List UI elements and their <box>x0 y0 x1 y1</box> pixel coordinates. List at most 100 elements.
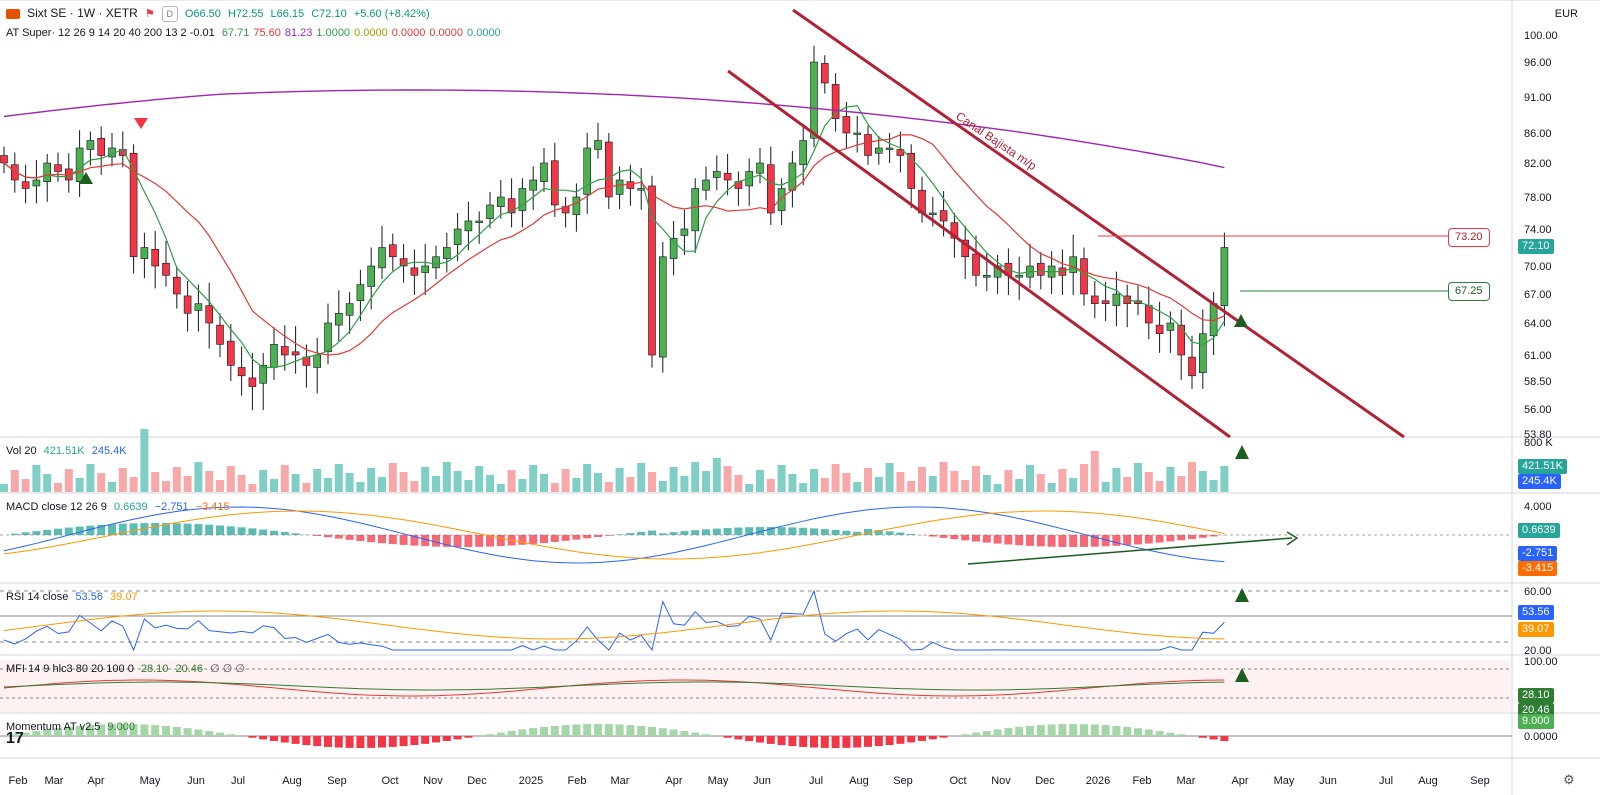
level-high-box[interactable]: 73.20 <box>1448 228 1490 247</box>
candle-body <box>712 171 721 178</box>
level-low-box[interactable]: 67.25 <box>1448 282 1490 301</box>
candle-body <box>507 198 516 214</box>
volume-bar <box>421 467 430 492</box>
macd-histogram-bar <box>496 535 505 547</box>
momentum-bar <box>248 736 257 738</box>
macd-histogram-bar <box>108 524 116 535</box>
indicator-value: 0.0000 <box>467 27 501 39</box>
volume-bar <box>540 474 548 492</box>
tradingview-logo[interactable]: 17 <box>6 730 24 747</box>
volume-header: Vol 20 421.51K 245.4K <box>6 444 131 458</box>
volume-bar <box>432 476 440 492</box>
macd-histogram-bar <box>367 535 376 543</box>
price-tick-label: 82.00 <box>1524 158 1552 170</box>
momentum-bar <box>583 724 592 736</box>
price-tick-label: 74.00 <box>1524 224 1552 236</box>
indicator-label[interactable]: AT Super· 12 26 9 14 20 40 200 13 2 -0.0… <box>6 27 215 39</box>
momentum-bar <box>669 729 678 736</box>
momentum-bar <box>594 724 602 736</box>
macd-histogram-bar <box>1004 535 1013 545</box>
macd-histogram-bar <box>702 529 710 535</box>
momentum-bar <box>756 736 764 743</box>
volume-bar <box>756 470 764 492</box>
volume-label[interactable]: Vol 20 <box>6 445 37 457</box>
momentum-bar <box>1058 724 1067 736</box>
volume-bar <box>842 473 851 492</box>
candle-body <box>540 162 548 183</box>
volume-bar <box>594 473 602 492</box>
candle-body <box>820 63 829 84</box>
macd-histogram-bar <box>399 535 408 545</box>
macd-histogram-bar <box>1058 535 1067 547</box>
candle-body <box>874 147 883 154</box>
candle-body <box>32 179 41 187</box>
momentum-bar <box>216 732 224 736</box>
macd-histogram-bar <box>324 535 332 538</box>
macd-histogram-bar <box>756 527 764 535</box>
candle-body <box>0 155 8 164</box>
candle-body <box>421 265 430 273</box>
d-label[interactable]: D <box>161 6 178 23</box>
candle-body <box>43 162 52 183</box>
rsi-axis-top: 60.00 <box>1524 586 1552 598</box>
macd-histogram-bar <box>162 523 170 535</box>
volume-bar <box>831 464 840 492</box>
momentum-bar <box>334 736 343 748</box>
volume-bar <box>248 484 257 492</box>
settings-gear-icon[interactable]: ⚙ <box>1563 772 1575 787</box>
volume-bar <box>907 481 916 492</box>
momentum-bar <box>1047 724 1056 736</box>
rsi-value-1: 53.56 <box>75 591 103 603</box>
ohlc-close: C72.10 <box>311 8 347 20</box>
volume-bar <box>399 472 408 492</box>
symbol-title[interactable]: Sixt SE · 1W · XETR <box>27 6 138 20</box>
candle-body <box>205 305 213 324</box>
volume-bar <box>637 463 646 492</box>
macd-trendline-arrow <box>1286 531 1299 546</box>
macd-histogram-bar <box>1155 535 1164 543</box>
macd-histogram-bar <box>216 525 224 535</box>
volume-bar <box>507 470 516 492</box>
candle-body <box>842 116 851 134</box>
macd-label[interactable]: MACD close 12 26 9 <box>6 501 107 513</box>
volume-bar <box>1209 480 1218 492</box>
candle-body <box>658 256 667 358</box>
momentum-bar <box>1144 729 1153 736</box>
flag-icon[interactable]: ⚑ <box>144 8 155 20</box>
price-tick-label: 61.00 <box>1524 350 1552 362</box>
indicator-value: 0.0000 <box>391 27 426 39</box>
indicator-value: 67.71 <box>221 27 250 39</box>
macd-histogram-bar <box>1069 535 1078 547</box>
volume-bar <box>0 484 8 492</box>
momentum-bar <box>399 736 408 747</box>
momentum-bar <box>1155 731 1164 736</box>
momentum-bar <box>907 736 916 743</box>
candle-body <box>702 179 710 191</box>
volume-bar <box>1036 474 1045 492</box>
time-axis-label: Aug <box>849 775 869 787</box>
mfi-label[interactable]: MFI 14 9 hlc3 80 20 100 0 <box>6 663 134 675</box>
time-axis-label: May <box>140 775 161 787</box>
volume-bar <box>1220 466 1229 492</box>
rsi-label[interactable]: RSI 14 close <box>6 591 69 603</box>
momentum-bar <box>280 736 289 743</box>
volume-bar <box>583 464 592 492</box>
momentum-label[interactable]: Momentum AT v2.5 <box>6 721 101 733</box>
candle-body <box>270 344 278 368</box>
momentum-bar <box>853 736 862 748</box>
rsi-line <box>3 589 1225 652</box>
time-axis-label: 2026 <box>1086 775 1110 787</box>
currency-label[interactable]: EUR <box>1554 8 1578 20</box>
candle-body <box>982 275 991 278</box>
momentum-bar <box>626 725 635 736</box>
volume-bar <box>961 480 970 492</box>
candle-body <box>486 204 494 219</box>
rsi-value-2: 39.07 <box>110 591 138 603</box>
momentum-bar <box>540 726 548 736</box>
macd-histogram-bar <box>1101 535 1110 547</box>
momentum-bar <box>291 736 300 744</box>
momentum-bar <box>1209 736 1218 740</box>
momentum-bar <box>21 732 30 736</box>
macd-histogram-bar <box>907 533 916 535</box>
